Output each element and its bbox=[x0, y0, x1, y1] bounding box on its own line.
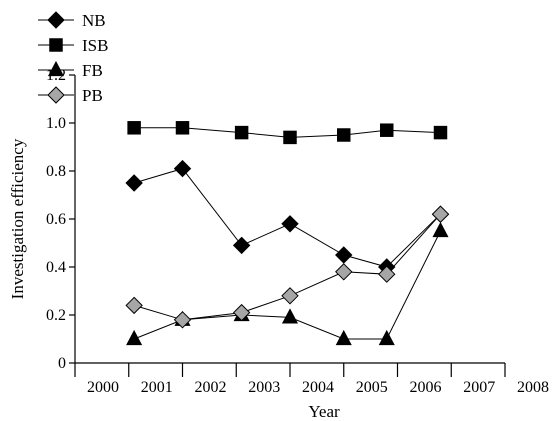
legend-label: FB bbox=[82, 61, 103, 80]
data-point-isb bbox=[380, 123, 394, 137]
data-point-isb bbox=[337, 128, 351, 142]
data-point-pb bbox=[173, 311, 192, 329]
legend-item-pb: PB bbox=[38, 86, 103, 105]
data-point-isb bbox=[127, 121, 141, 135]
data-point-nb bbox=[281, 215, 299, 233]
data-point-isb bbox=[283, 130, 297, 145]
data-point-pb bbox=[431, 205, 450, 223]
data-point-pb bbox=[125, 296, 143, 315]
legend-marker-pb bbox=[47, 86, 65, 104]
data-point-nb bbox=[335, 246, 353, 264]
y-tick-label: 0.2 bbox=[46, 307, 66, 324]
x-tick-label: 2007 bbox=[463, 379, 495, 396]
data-point-isb bbox=[175, 121, 190, 135]
data-point-nb bbox=[173, 159, 192, 178]
x-tick-label: 2006 bbox=[410, 379, 442, 396]
data-point-fb bbox=[335, 329, 352, 346]
x-tick-label: 2004 bbox=[302, 379, 334, 396]
data-point-isb bbox=[433, 125, 448, 140]
y-tick-label: 0.8 bbox=[46, 163, 66, 180]
x-tick-label: 2005 bbox=[356, 379, 388, 396]
y-tick-label: 0 bbox=[58, 355, 66, 372]
legend-label: NB bbox=[82, 11, 106, 30]
data-point-fb bbox=[378, 329, 395, 346]
data-point-nb bbox=[125, 174, 143, 192]
x-ticks: 2000 2001 2002 2003 2004 2005 2006 2007 2008 bbox=[74, 363, 549, 396]
data-point-isb bbox=[234, 125, 249, 140]
legend-item-fb: FB bbox=[38, 60, 103, 80]
x-axis-label: Year bbox=[308, 402, 340, 421]
y-tick-label: 0.4 bbox=[46, 259, 66, 276]
x-tick-label: 2003 bbox=[248, 379, 280, 396]
series-markers bbox=[125, 121, 450, 346]
data-point-pb bbox=[281, 287, 299, 305]
data-point-pb bbox=[232, 303, 251, 322]
legend: NB ISB FB PB bbox=[38, 11, 108, 105]
x-tick-label: 2002 bbox=[195, 379, 227, 396]
data-point-nb bbox=[232, 236, 251, 255]
legend-marker-nb bbox=[47, 11, 65, 29]
data-point-fb bbox=[432, 221, 449, 238]
x-tick-label: 2001 bbox=[141, 379, 173, 396]
x-tick-label: 2000 bbox=[87, 379, 119, 396]
data-point-pb bbox=[335, 263, 353, 281]
legend-marker-fb bbox=[47, 60, 65, 77]
y-tick-label: 0.6 bbox=[46, 211, 66, 228]
series-lines bbox=[133, 127, 441, 340]
x-tick-label: 2008 bbox=[517, 379, 549, 396]
legend-label: PB bbox=[82, 86, 103, 105]
legend-label: ISB bbox=[82, 36, 108, 55]
legend-marker-isb bbox=[49, 38, 63, 52]
plot-area: 00.20.40.60.81.01.2 20002001200220032004… bbox=[46, 67, 549, 396]
data-point-pb bbox=[378, 265, 396, 283]
data-point-fb bbox=[281, 308, 299, 324]
y-ticks: 00.20.40.60.81.01.2 bbox=[46, 67, 75, 372]
legend-item-isb: ISB bbox=[38, 36, 108, 55]
data-point-fb bbox=[126, 329, 143, 346]
y-axis-label: Investigation efficiency bbox=[8, 138, 27, 299]
legend-item-nb: NB bbox=[38, 11, 106, 30]
y-tick-label: 1.0 bbox=[46, 115, 66, 132]
